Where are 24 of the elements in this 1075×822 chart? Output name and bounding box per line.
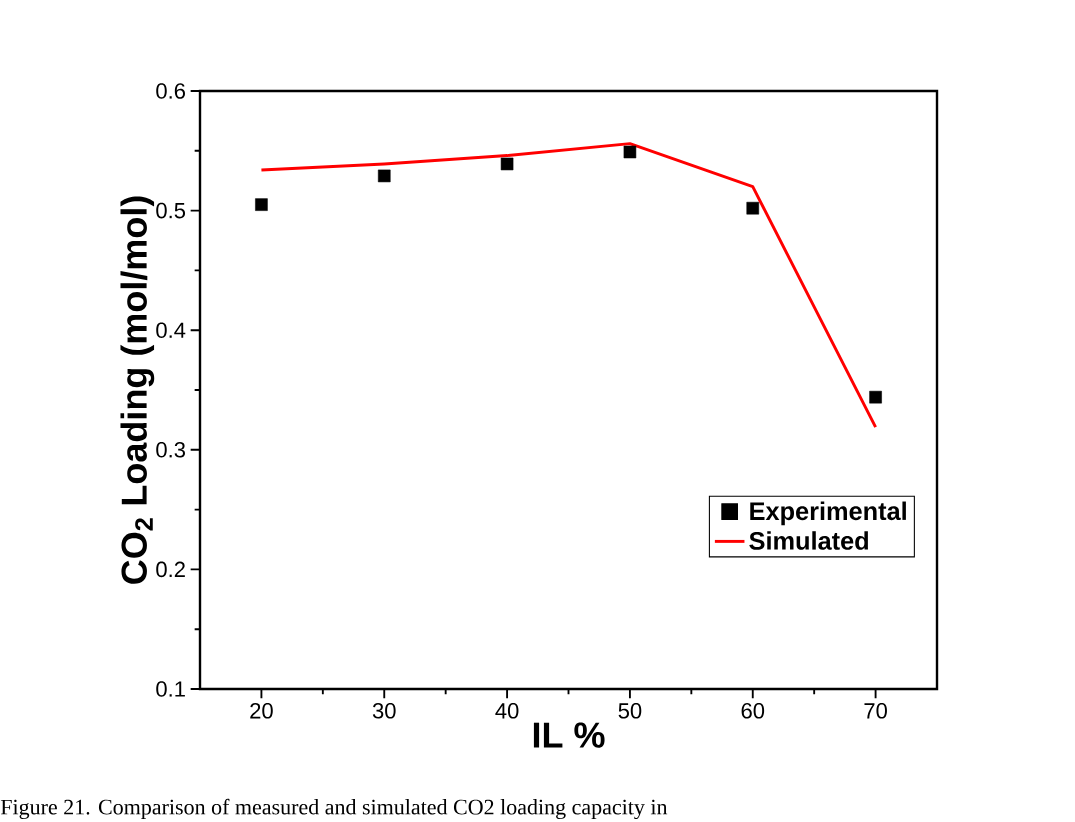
x-tick-label: 20 <box>250 703 273 719</box>
x-tick-label: 70 <box>864 703 887 719</box>
caption: Figure 21. Comparison of measured and simulated CO2 loading capacity in <box>0 798 668 820</box>
y-tick-label: 0.1 <box>156 681 185 697</box>
line-series <box>259 142 878 429</box>
point <box>869 390 882 404</box>
x-tick-label: 50 <box>618 703 642 719</box>
y-tick-label: 0.5 <box>156 202 186 219</box>
point <box>255 198 268 211</box>
point <box>746 201 760 215</box>
point <box>500 157 514 171</box>
x-tick-label: 30 <box>372 703 396 719</box>
x-axis-title: IL % <box>533 722 605 748</box>
legend-label: Simulated <box>749 531 868 550</box>
x-tick-label: 40 <box>495 703 519 719</box>
y-axis-title: CO$_{2}$ Loading (mol/mol) <box>120 196 155 584</box>
y-tick-label: 0.2 <box>156 561 185 578</box>
legend-label: Experimental <box>750 501 906 526</box>
y-tick-label: 0.6 <box>156 83 185 99</box>
y-tick-label: 0.3 <box>156 442 185 458</box>
x-tick-label: 60 <box>741 703 765 719</box>
point <box>377 169 391 183</box>
y-tick-label: 0.4 <box>156 322 186 338</box>
point <box>623 145 637 159</box>
